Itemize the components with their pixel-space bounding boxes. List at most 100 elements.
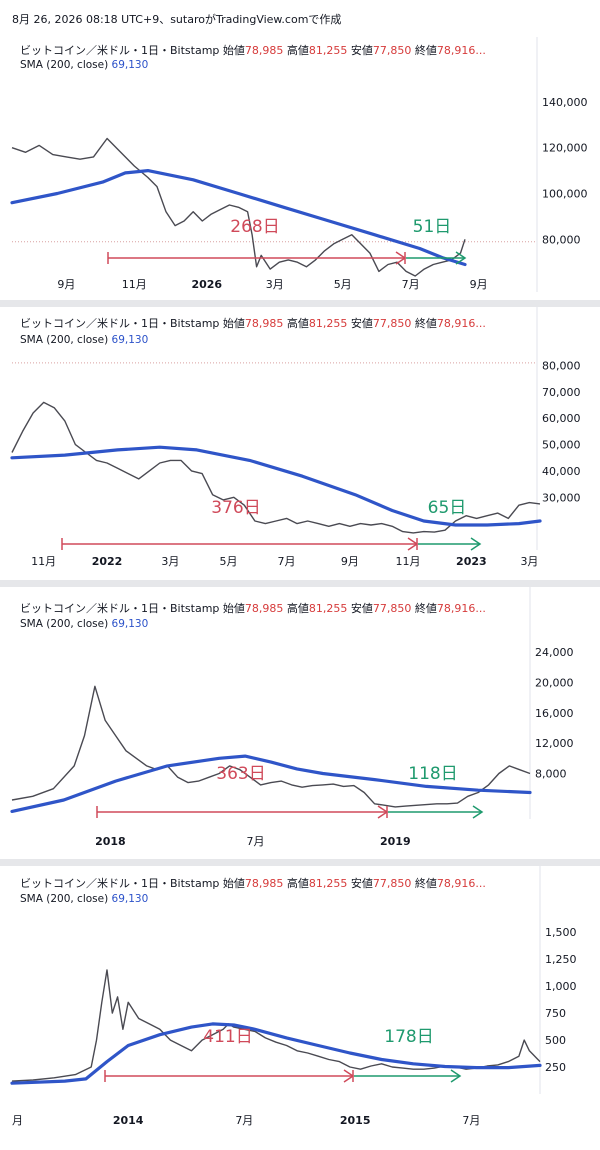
panel-separator bbox=[0, 580, 600, 587]
x-tick-label: 2022 bbox=[92, 555, 123, 568]
price-series-line bbox=[11, 685, 531, 808]
sma-legend: SMA (200, close) 69,130 bbox=[20, 334, 149, 346]
x-tick-label: 7月 bbox=[278, 555, 296, 568]
symbol-name: ビットコイン／米ドル・1日・Bitstamp bbox=[20, 44, 220, 57]
high-value: 81,255 bbox=[308, 877, 348, 890]
y-tick-label: 50,000 bbox=[542, 439, 581, 452]
sma-200-line bbox=[10, 445, 542, 527]
chart-svg: 8,000 12,000 16,000 20,000 24,000 2018 7月 2019 3… bbox=[10, 587, 574, 848]
panel-separator bbox=[0, 300, 600, 307]
close-value: 78,916... bbox=[436, 44, 486, 57]
y-tick-label: 1,500 bbox=[545, 926, 577, 939]
price-series-line bbox=[11, 969, 541, 1082]
decline-span-label: 363日 bbox=[216, 764, 265, 784]
x-tick-label: 11月 bbox=[122, 278, 147, 291]
decline-span-label: 411日 bbox=[203, 1027, 252, 1047]
high-value: 81,255 bbox=[308, 602, 348, 615]
open-value: 78,985 bbox=[244, 602, 284, 615]
sma-200-line bbox=[10, 169, 467, 267]
open-value: 78,985 bbox=[244, 44, 284, 57]
chart-caption: 8月 26, 2026 08:18 UTC+9、sutaroがTradingVi… bbox=[12, 13, 342, 26]
x-tick-label: 7月 bbox=[235, 1114, 253, 1127]
recovery-span-label: 178日 bbox=[384, 1027, 433, 1047]
close-value: 78,916... bbox=[436, 317, 486, 330]
y-tick-label: 750 bbox=[545, 1007, 566, 1020]
panel-separator bbox=[0, 859, 600, 866]
chart-panel-2022: 30,000 40,000 50,000 60,000 70,000 80,000 11月 2… bbox=[0, 307, 600, 580]
y-tick-label: 40,000 bbox=[542, 465, 581, 478]
y-tick-label: 1,250 bbox=[545, 953, 577, 966]
sma-legend: SMA (200, close) 69,130 bbox=[20, 59, 149, 71]
x-tick-label: 2014 bbox=[113, 1114, 144, 1127]
y-tick-label: 70,000 bbox=[542, 386, 581, 399]
y-tick-label: 60,000 bbox=[542, 412, 581, 425]
x-tick-label: 9月 bbox=[57, 278, 75, 291]
symbol-header: ビットコイン／米ドル・1日・Bitstamp 始値78,985 高値81,255… bbox=[20, 602, 486, 615]
x-tick-label: 5月 bbox=[334, 278, 352, 291]
price-series-line bbox=[11, 137, 466, 277]
x-tick-label: 月 bbox=[12, 1114, 23, 1127]
x-tick-label: 2018 bbox=[95, 835, 126, 848]
y-tick-label: 80,000 bbox=[542, 233, 581, 246]
symbol-header: ビットコイン／米ドル・1日・Bitstamp 始値78,985 高値81,255… bbox=[20, 877, 486, 890]
x-tick-label: 3月 bbox=[161, 555, 179, 568]
x-tick-label: 11月 bbox=[396, 555, 421, 568]
x-tick-label: 11月 bbox=[31, 555, 56, 568]
close-value: 78,916... bbox=[436, 877, 486, 890]
sma-200-line bbox=[10, 1022, 542, 1085]
x-tick-label: 2026 bbox=[191, 278, 222, 291]
y-tick-label: 120,000 bbox=[542, 142, 588, 155]
high-value: 81,255 bbox=[308, 44, 348, 57]
y-tick-label: 30,000 bbox=[542, 491, 581, 504]
y-tick-label: 16,000 bbox=[535, 707, 574, 720]
y-tick-label: 140,000 bbox=[542, 96, 588, 109]
y-tick-label: 100,000 bbox=[542, 188, 588, 201]
recovery-span-arrowhead bbox=[472, 805, 484, 819]
open-value: 78,985 bbox=[244, 317, 284, 330]
x-tick-label: 2015 bbox=[340, 1114, 371, 1127]
x-tick-label: 2023 bbox=[456, 555, 487, 568]
low-value: 77,850 bbox=[372, 44, 412, 57]
y-tick-label: 250 bbox=[545, 1061, 566, 1074]
decline-span-label: 268日 bbox=[230, 217, 279, 237]
y-tick-label: 24,000 bbox=[535, 646, 574, 659]
x-tick-label: 9月 bbox=[470, 278, 488, 291]
recovery-span-arrowhead bbox=[455, 251, 467, 265]
symbol-name: ビットコイン／米ドル・1日・Bitstamp bbox=[20, 877, 220, 890]
sma-legend: SMA (200, close) 69,130 bbox=[20, 893, 149, 905]
symbol-name: ビットコイン／米ドル・1日・Bitstamp bbox=[20, 317, 220, 330]
y-tick-label: 500 bbox=[545, 1034, 566, 1047]
recovery-span-label: 65日 bbox=[428, 498, 467, 518]
y-tick-label: 8,000 bbox=[535, 768, 567, 781]
x-tick-label: 3月 bbox=[520, 555, 538, 568]
x-tick-label: 7月 bbox=[246, 835, 264, 848]
x-tick-label: 5月 bbox=[219, 555, 237, 568]
chart-panel-2018: 8,000 12,000 16,000 20,000 24,000 2018 7月 2019 3… bbox=[0, 587, 600, 859]
chart-svg: 30,000 40,000 50,000 60,000 70,000 80,000 11月 2… bbox=[10, 307, 581, 568]
chart-panel-2014: 250 500 750 1,000 1,250 1,500 月 2014 7月 2015 7月 411… bbox=[0, 866, 600, 1150]
sma-value: 69,130 bbox=[111, 59, 149, 71]
close-value: 78,916... bbox=[436, 602, 486, 615]
sma-value: 69,130 bbox=[111, 334, 149, 346]
y-tick-label: 80,000 bbox=[542, 360, 581, 373]
sma-value: 69,130 bbox=[111, 618, 149, 630]
x-tick-label: 9月 bbox=[341, 555, 359, 568]
chart-panel-2025: 80,000 100,000 120,000 140,000 9月 11月 2026 3月 5月… bbox=[0, 37, 600, 300]
x-tick-label: 7月 bbox=[462, 1114, 480, 1127]
decline-span-label: 376日 bbox=[211, 498, 260, 518]
chart-svg: 80,000 100,000 120,000 140,000 9月 11月 2026 3月 5月… bbox=[10, 37, 588, 292]
y-tick-label: 12,000 bbox=[535, 737, 574, 750]
x-tick-label: 3月 bbox=[266, 278, 284, 291]
x-tick-label: 7月 bbox=[402, 278, 420, 291]
recovery-span-label: 51日 bbox=[413, 217, 452, 237]
x-tick-label: 2019 bbox=[380, 835, 411, 848]
recovery-span-arrowhead bbox=[450, 1069, 462, 1083]
y-tick-label: 20,000 bbox=[535, 677, 574, 690]
symbol-name: ビットコイン／米ドル・1日・Bitstamp bbox=[20, 602, 220, 615]
recovery-span-label: 118日 bbox=[408, 764, 457, 784]
open-value: 78,985 bbox=[244, 877, 284, 890]
y-tick-label: 1,000 bbox=[545, 980, 577, 993]
low-value: 77,850 bbox=[372, 602, 412, 615]
symbol-header: ビットコイン／米ドル・1日・Bitstamp 始値78,985 高値81,255… bbox=[20, 44, 486, 57]
recovery-span-arrowhead bbox=[470, 537, 482, 551]
